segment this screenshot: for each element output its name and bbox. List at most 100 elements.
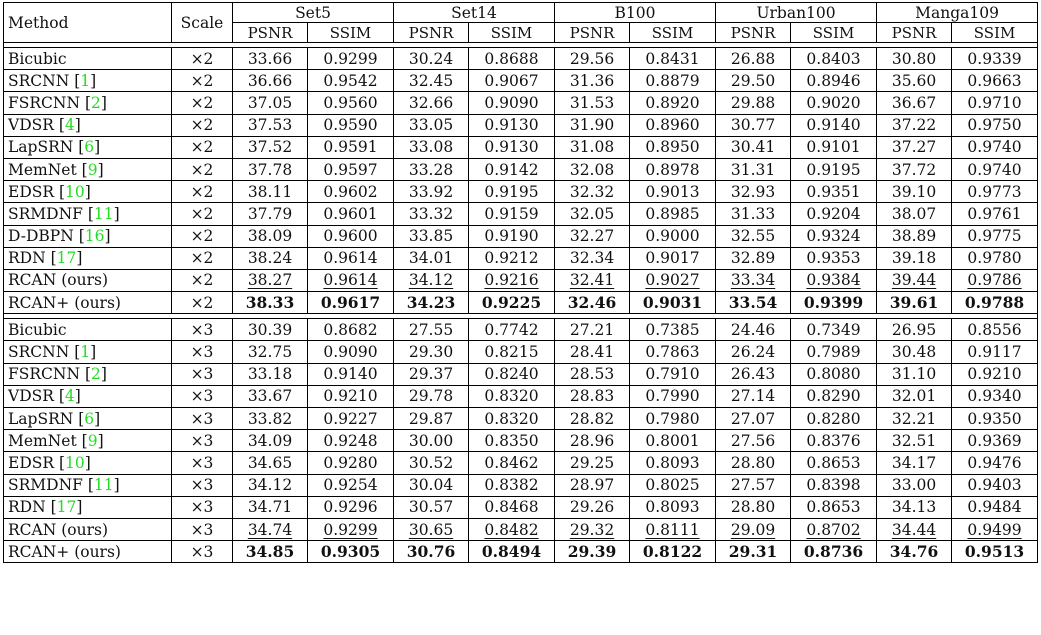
value-text: 34.09 bbox=[247, 431, 293, 450]
citation-ref: [6] bbox=[78, 138, 101, 157]
value-cell: 0.8350 bbox=[468, 429, 556, 453]
value-text: 0.8482 bbox=[484, 520, 539, 539]
value-text: 0.8462 bbox=[484, 453, 539, 472]
value-cell: 29.56 bbox=[554, 46, 631, 71]
value-cell: 0.9210 bbox=[306, 384, 395, 409]
value-cell: 0.8001 bbox=[629, 429, 717, 453]
method-cell: RCAN (ours) bbox=[3, 268, 172, 293]
table-row: SRCNN [1] ×2 36.66 0.9542 32.45 0.9067 31.36 0.… bbox=[3, 69, 1039, 93]
value-cell: 0.8403 bbox=[790, 46, 878, 71]
value-text: 31.90 bbox=[569, 116, 615, 135]
value-cell: 26.88 bbox=[715, 46, 792, 71]
value-cell: 0.9542 bbox=[306, 69, 395, 93]
value-cell: 37.79 bbox=[232, 202, 308, 226]
value-text: 0.9740 bbox=[967, 138, 1022, 157]
value-text: 30.24 bbox=[408, 49, 454, 68]
value-text: 34.01 bbox=[408, 249, 454, 268]
value-cell: 29.39 bbox=[554, 540, 631, 564]
metric-header: SSIM bbox=[629, 22, 717, 43]
value-text: 32.32 bbox=[569, 182, 615, 201]
citation-number: 2 bbox=[91, 93, 101, 112]
value-cell: 0.9101 bbox=[790, 135, 878, 159]
value-text: 0.9773 bbox=[967, 182, 1022, 201]
value-cell: 29.30 bbox=[393, 340, 470, 364]
value-cell: 0.8468 bbox=[468, 495, 556, 519]
value-cell: 31.31 bbox=[715, 157, 792, 182]
value-cell: 0.9130 bbox=[468, 135, 556, 159]
value-text: 0.9384 bbox=[806, 271, 861, 290]
value-cell: 30.76 bbox=[393, 540, 470, 564]
value-cell: 0.9090 bbox=[306, 340, 395, 364]
method-cell: RCAN+ (ours) bbox=[3, 540, 172, 564]
value-cell: 31.36 bbox=[554, 69, 631, 93]
value-cell: 31.90 bbox=[554, 113, 631, 137]
value-cell: 0.8122 bbox=[629, 540, 717, 564]
value-text: 0.9204 bbox=[806, 204, 861, 223]
value-cell: 37.05 bbox=[232, 91, 308, 115]
value-text: 0.9614 bbox=[323, 249, 378, 268]
value-text: 0.8950 bbox=[645, 138, 700, 157]
scale-cell: ×2 bbox=[171, 180, 233, 204]
value-cell: 30.39 bbox=[232, 318, 308, 342]
value-text: 26.24 bbox=[730, 343, 776, 362]
value-text: 32.45 bbox=[408, 71, 454, 90]
value-cell: 29.78 bbox=[393, 384, 470, 409]
value-text: 0.9601 bbox=[323, 204, 378, 223]
value-text: 34.12 bbox=[247, 476, 293, 495]
value-cell: 35.60 bbox=[876, 69, 953, 93]
value-text: 29.78 bbox=[408, 387, 454, 406]
value-text: 33.32 bbox=[408, 204, 454, 223]
value-cell: 26.95 bbox=[876, 318, 953, 342]
value-text: 29.88 bbox=[730, 93, 776, 112]
table-row: FSRCNN [2] ×2 37.05 0.9560 32.66 0.9090 31.53 0… bbox=[3, 91, 1039, 115]
value-cell: 32.08 bbox=[554, 157, 631, 182]
value-text: 30.52 bbox=[408, 453, 454, 472]
value-text: 0.9761 bbox=[967, 204, 1022, 223]
value-text: 0.9353 bbox=[806, 249, 861, 268]
value-text: 39.10 bbox=[891, 182, 937, 201]
value-text: 38.89 bbox=[891, 227, 937, 246]
value-text: 28.82 bbox=[569, 409, 615, 428]
value-cell: 28.83 bbox=[554, 384, 631, 409]
citation-ref: [2] bbox=[84, 93, 107, 112]
value-cell: 0.8688 bbox=[468, 46, 556, 71]
citation-ref: [10] bbox=[58, 182, 91, 201]
citation-ref: [17] bbox=[50, 498, 83, 517]
value-text: 0.8736 bbox=[803, 541, 864, 561]
value-text: 0.8946 bbox=[806, 71, 861, 90]
value-cell: 28.97 bbox=[554, 473, 631, 497]
value-cell: 0.8920 bbox=[629, 91, 717, 115]
value-cell: 30.04 bbox=[393, 473, 470, 497]
value-cell: 29.32 bbox=[554, 517, 631, 542]
value-text: 32.51 bbox=[891, 431, 937, 450]
table-row: LapSRN [6] ×3 33.82 0.9227 29.87 0.8320 28.82 0… bbox=[3, 406, 1039, 431]
value-cell: 33.05 bbox=[393, 113, 470, 137]
value-text: 36.67 bbox=[891, 93, 937, 112]
metric-header: PSNR bbox=[876, 22, 953, 43]
table-row: Bicubic ×3 30.39 0.8682 27.55 0.7742 27.21 0.73… bbox=[3, 318, 1039, 342]
value-cell: 27.14 bbox=[715, 384, 792, 409]
value-text: 27.07 bbox=[730, 409, 776, 428]
value-text: 29.26 bbox=[569, 498, 615, 517]
value-cell: 24.46 bbox=[715, 318, 792, 342]
value-text: 0.8978 bbox=[645, 160, 700, 179]
value-text: 30.00 bbox=[408, 431, 454, 450]
value-cell: 0.9560 bbox=[306, 91, 395, 115]
value-text: 0.8468 bbox=[484, 498, 539, 517]
value-cell: 29.37 bbox=[393, 362, 470, 386]
value-cell: 30.57 bbox=[393, 495, 470, 519]
value-cell: 32.66 bbox=[393, 91, 470, 115]
value-cell: 34.09 bbox=[232, 429, 308, 453]
value-text: 32.46 bbox=[567, 292, 617, 312]
value-cell: 0.9324 bbox=[790, 224, 878, 248]
value-cell: 0.9786 bbox=[951, 268, 1039, 293]
value-cell: 37.27 bbox=[876, 135, 953, 159]
value-cell: 0.9476 bbox=[951, 451, 1039, 475]
value-text: 37.79 bbox=[247, 204, 293, 223]
value-text: 0.8403 bbox=[806, 49, 861, 68]
value-cell: 0.8398 bbox=[790, 473, 878, 497]
header-row: Method Scale Set5 Set14 B100 Urban100 Manga109 bbox=[3, 2, 1039, 43]
method-cell: VDSR [4] bbox=[3, 113, 172, 137]
value-text: 28.53 bbox=[569, 365, 615, 384]
value-cell: 0.9195 bbox=[790, 157, 878, 182]
